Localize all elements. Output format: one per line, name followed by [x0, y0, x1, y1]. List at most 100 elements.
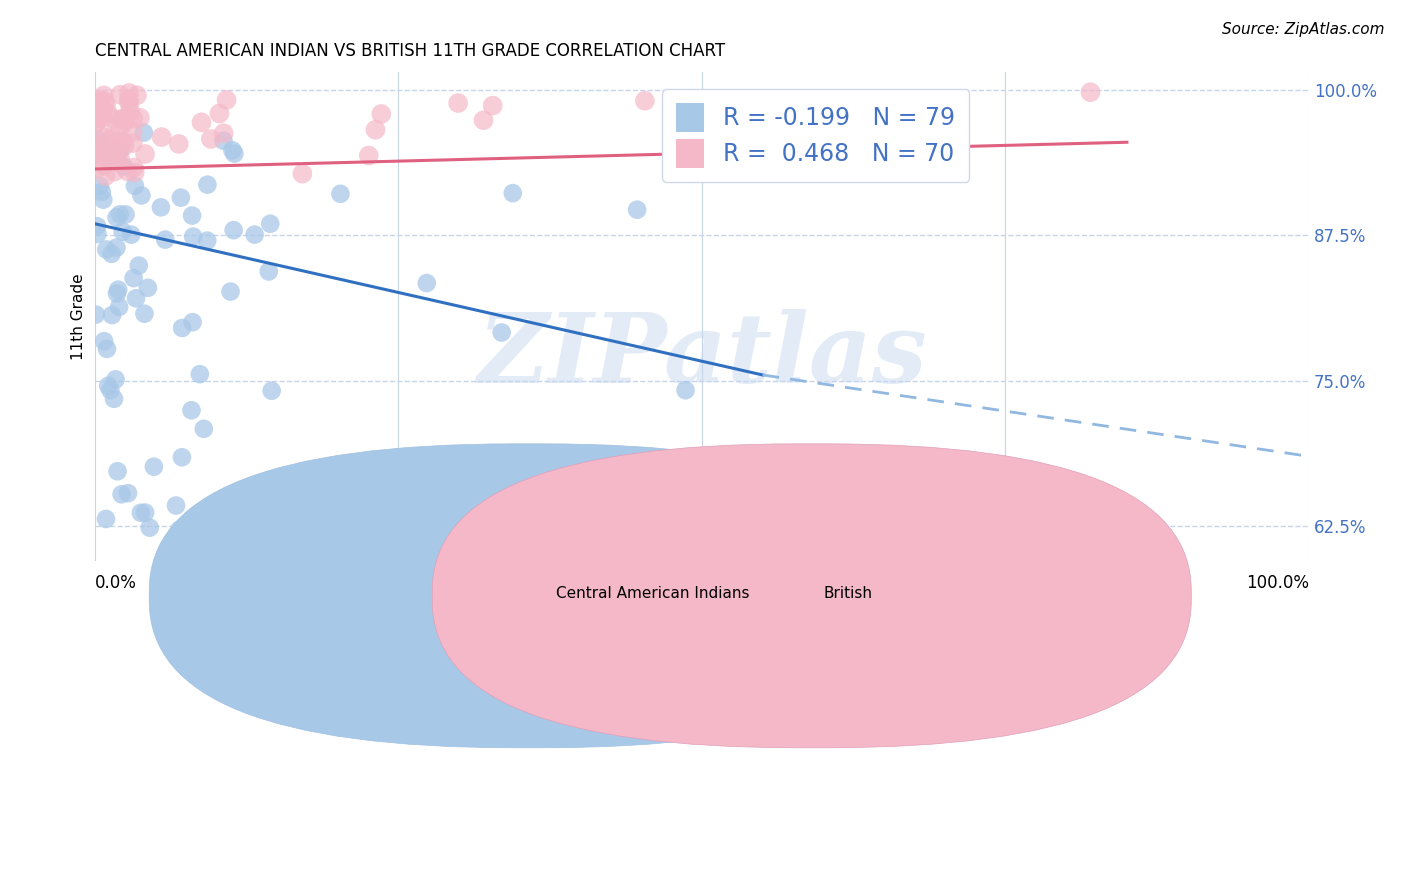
Text: Central American Indians: Central American Indians: [557, 586, 749, 600]
Point: [118, 86, 141, 100]
Point: [118, 93, 141, 107]
Point: [107, 155, 129, 169]
FancyBboxPatch shape: [149, 444, 908, 747]
Point: [101, 308, 124, 322]
Point: [112, 115, 135, 129]
Point: [114, 207, 136, 221]
Point: [122, 112, 145, 126]
Point: [131, 188, 153, 202]
Point: [86, 161, 108, 175]
Point: [121, 136, 143, 150]
Point: [91, 144, 114, 158]
Point: [96, 342, 118, 356]
FancyBboxPatch shape: [432, 444, 1191, 747]
Point: [120, 104, 142, 119]
Point: [181, 209, 204, 223]
Point: [107, 283, 129, 297]
Point: [110, 112, 132, 127]
Point: [93, 334, 115, 348]
Text: Source: ZipAtlas.com: Source: ZipAtlas.com: [1222, 22, 1385, 37]
Point: [197, 178, 219, 192]
Point: [122, 271, 145, 285]
Point: [103, 164, 125, 178]
Point: [181, 229, 204, 244]
Point: [142, 459, 165, 474]
Point: [332, 502, 354, 516]
Point: [125, 88, 148, 103]
Point: [114, 111, 136, 125]
Point: [104, 372, 127, 386]
Point: [125, 291, 148, 305]
Point: [90, 185, 112, 199]
Point: [89, 178, 111, 193]
Point: [447, 96, 470, 111]
Point: [110, 134, 132, 148]
Point: [108, 300, 131, 314]
Point: [259, 217, 281, 231]
Point: [904, 130, 927, 145]
Point: [94, 169, 117, 183]
Point: [291, 167, 314, 181]
Point: [165, 499, 187, 513]
Point: [502, 186, 524, 201]
Point: [685, 127, 707, 141]
Point: [180, 403, 202, 417]
Point: [150, 130, 173, 145]
Point: [675, 383, 697, 397]
Point: [90, 109, 112, 123]
Point: [190, 115, 212, 129]
Point: [132, 126, 155, 140]
Point: [364, 122, 387, 136]
Point: [118, 96, 141, 111]
Point: [212, 134, 235, 148]
Text: 100.0%: 100.0%: [1246, 574, 1309, 592]
Point: [93, 88, 115, 103]
Point: [200, 132, 222, 146]
Point: [329, 186, 352, 201]
Point: [107, 464, 129, 478]
Point: [170, 450, 193, 465]
Point: [122, 161, 145, 175]
Point: [84, 117, 107, 131]
Point: [170, 191, 193, 205]
Point: [193, 422, 215, 436]
Point: [86, 132, 108, 146]
Point: [138, 521, 160, 535]
Point: [208, 106, 231, 120]
Point: [108, 87, 131, 102]
Text: ZIPatlas: ZIPatlas: [477, 309, 927, 403]
Point: [195, 234, 218, 248]
Text: 0.0%: 0.0%: [94, 574, 136, 592]
Point: [90, 95, 112, 110]
Point: [98, 154, 121, 169]
Point: [91, 112, 114, 126]
Point: [472, 113, 495, 128]
Point: [89, 93, 111, 107]
Point: [86, 146, 108, 161]
Point: [181, 315, 204, 329]
Point: [93, 147, 115, 161]
Point: [93, 159, 115, 173]
Point: [87, 106, 110, 120]
Point: [416, 276, 439, 290]
Text: British: British: [824, 586, 872, 600]
Point: [117, 486, 139, 500]
Point: [97, 378, 120, 392]
Point: [124, 165, 146, 179]
Point: [98, 153, 121, 168]
Point: [86, 219, 108, 234]
Point: [134, 506, 156, 520]
Point: [117, 164, 139, 178]
Point: [215, 93, 238, 107]
Point: [94, 512, 117, 526]
Point: [229, 516, 252, 530]
Point: [94, 97, 117, 112]
Point: [90, 141, 112, 155]
Point: [794, 145, 817, 159]
Point: [188, 367, 211, 381]
Point: [112, 160, 135, 174]
Point: [167, 136, 190, 151]
Point: [104, 150, 127, 164]
Point: [100, 146, 122, 161]
Point: [108, 207, 131, 221]
